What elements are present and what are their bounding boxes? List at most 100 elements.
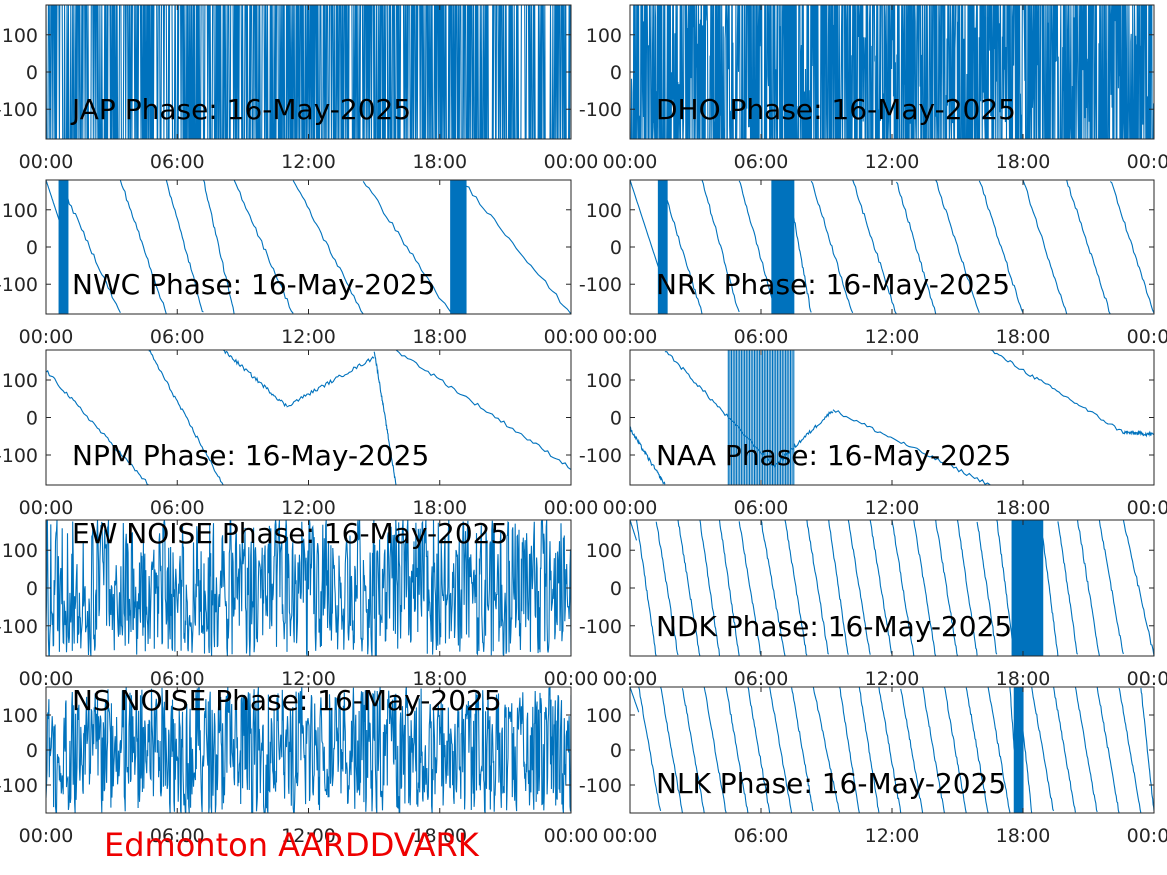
phase-trace: [46, 5, 571, 139]
y-tick-label: 0: [26, 62, 38, 84]
phase-panel-1: 100 0 -100 00:00 06:00 12:00 18:00 00:00 JAP Pha…: [0, 4, 599, 173]
x-tick-label: 00:00: [603, 497, 658, 519]
phase-trace: [630, 5, 1154, 139]
panel-title: NRK Phase: 16-May-2025: [656, 268, 1010, 301]
x-tick-label: 06:00: [150, 668, 205, 690]
y-tick-label: 100: [586, 540, 622, 562]
x-tick-label: 12:00: [281, 326, 336, 348]
phase-panel-4: 100 0 -100 00:00 06:00 12:00 18:00 00:00 NRK Pha…: [579, 179, 1167, 348]
phase-panel-9: 100 0 -100 00:00 06:00 12:00 18:00 00:00 NS NOIS…: [0, 684, 598, 847]
y-tick-label: 100: [2, 705, 38, 727]
panel-title: NDK Phase: 16-May-2025: [656, 610, 1012, 643]
y-tick-label: 100: [2, 25, 38, 47]
phase-panel-2: 100 0 -100 00:00 06:00 12:00 18:00 00:00 DHO Pha…: [579, 4, 1167, 173]
phase-trace: [46, 350, 571, 485]
y-tick-label: 100: [586, 25, 622, 47]
y-tick-label: 0: [610, 237, 622, 259]
x-tick-label: 00:00: [19, 497, 74, 519]
phase-trace: [630, 180, 1154, 314]
x-tick-label: 12:00: [281, 497, 336, 519]
x-tick-label: 06:00: [150, 326, 205, 348]
x-tick-label: 12:00: [865, 668, 920, 690]
footer-station-label: Edmonton AARDDVARK: [104, 826, 479, 864]
y-tick-label: 0: [26, 740, 38, 762]
x-tick-label: 18:00: [412, 326, 467, 348]
panel-title: JAP Phase: 16-May-2025: [70, 93, 411, 126]
phase-panel-6: 100 0 -100 00:00 06:00 12:00 18:00 00:00 NAA Pha…: [579, 349, 1167, 519]
x-tick-label: 06:00: [150, 825, 205, 847]
y-tick-label: 100: [586, 200, 622, 222]
x-tick-label: 06:00: [734, 668, 789, 690]
y-tick-label: 0: [26, 578, 38, 600]
x-tick-label: 18:00: [412, 151, 467, 173]
y-tick-label: 100: [2, 200, 38, 222]
phase-panel-10: 100 0 -100 00:00 06:00 12:00 18:00 00:00 NLK Pha…: [579, 686, 1167, 847]
x-tick-label: 00:00: [544, 825, 599, 847]
x-tick-label: 18:00: [412, 668, 467, 690]
x-tick-label: 12:00: [281, 151, 336, 173]
x-tick-label: 18:00: [996, 151, 1051, 173]
y-tick-label: -100: [579, 616, 622, 638]
phase-trace: [46, 180, 571, 314]
phase-panel-8: 100 0 -100 00:00 06:00 12:00 18:00 00:00 NDK Pha…: [579, 519, 1167, 690]
x-tick-label: 00:00: [544, 668, 599, 690]
y-tick-label: 100: [586, 705, 622, 727]
y-tick-label: -100: [579, 99, 622, 121]
x-tick-label: 00:00: [19, 326, 74, 348]
y-tick-label: -100: [0, 99, 38, 121]
x-tick-label: 00:00: [603, 151, 658, 173]
x-tick-label: 00:00: [544, 326, 599, 348]
x-tick-label: 06:00: [150, 151, 205, 173]
y-tick-label: -100: [0, 274, 38, 296]
x-tick-label: 18:00: [412, 825, 467, 847]
x-tick-label: 18:00: [996, 326, 1051, 348]
phase-trace: [46, 687, 571, 813]
phase-trace: [630, 350, 1154, 485]
x-tick-label: 12:00: [281, 825, 336, 847]
panel-title: NS NOISE Phase: 16-May-2025: [72, 684, 502, 717]
phase-trace: [46, 520, 571, 656]
y-tick-label: 0: [610, 62, 622, 84]
phase-panel-5: 100 0 -100 00:00 06:00 12:00 18:00 00:00 NPM Pha…: [0, 349, 598, 519]
panel-title: DHO Phase: 16-May-2025: [656, 93, 1016, 126]
y-tick-label: -100: [579, 775, 622, 797]
y-tick-label: 0: [26, 237, 38, 259]
x-tick-label: 00:00: [1127, 668, 1167, 690]
panel-title: NPM Phase: 16-May-2025: [72, 439, 429, 472]
x-tick-label: 00:00: [544, 151, 599, 173]
x-tick-label: 18:00: [996, 825, 1051, 847]
panel-title: NLK Phase: 16-May-2025: [656, 767, 1006, 800]
x-tick-label: 00:00: [1127, 326, 1167, 348]
x-tick-label: 06:00: [734, 326, 789, 348]
x-tick-label: 00:00: [1127, 497, 1167, 519]
x-tick-label: 00:00: [19, 825, 74, 847]
x-tick-label: 00:00: [603, 326, 658, 348]
x-tick-label: 12:00: [865, 151, 920, 173]
x-tick-label: 00:00: [603, 825, 658, 847]
x-tick-label: 18:00: [996, 668, 1051, 690]
y-tick-label: -100: [0, 445, 38, 467]
y-tick-label: 0: [26, 408, 38, 430]
x-tick-label: 00:00: [603, 668, 658, 690]
x-tick-label: 00:00: [19, 668, 74, 690]
x-tick-label: 06:00: [150, 497, 205, 519]
x-tick-label: 12:00: [281, 668, 336, 690]
panel-title: NWC Phase: 16-May-2025: [72, 268, 436, 301]
x-tick-label: 18:00: [412, 497, 467, 519]
y-tick-label: -100: [0, 775, 38, 797]
x-tick-label: 00:00: [1127, 151, 1167, 173]
y-tick-label: 0: [610, 408, 622, 430]
y-tick-label: 100: [2, 370, 38, 392]
x-tick-label: 06:00: [734, 825, 789, 847]
x-tick-label: 12:00: [865, 825, 920, 847]
panel-title: NAA Phase: 16-May-2025: [656, 439, 1011, 472]
x-tick-label: 00:00: [19, 151, 74, 173]
x-tick-label: 12:00: [865, 497, 920, 519]
phase-panel-3: 100 0 -100 00:00 06:00 12:00 18:00 00:00 NWC Pha…: [0, 179, 599, 348]
phase-panel-7: 100 0 -100 00:00 06:00 12:00 18:00 00:00 EW NOIS…: [0, 517, 598, 690]
y-tick-label: 100: [586, 370, 622, 392]
panel-title: EW NOISE Phase: 16-May-2025: [72, 517, 508, 550]
y-tick-label: -100: [0, 616, 38, 638]
x-tick-label: 12:00: [865, 326, 920, 348]
